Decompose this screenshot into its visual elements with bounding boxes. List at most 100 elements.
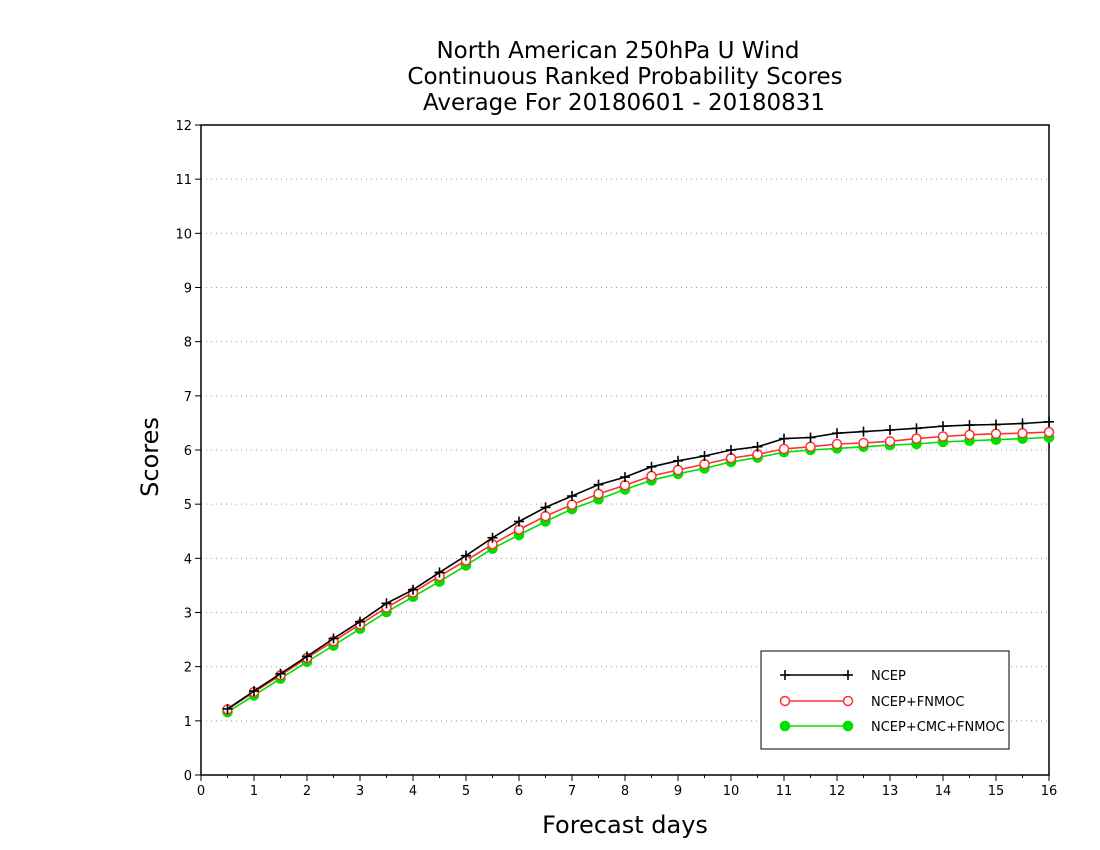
x-tick-label-8: 8 — [621, 784, 629, 799]
series-1-point-21 — [778, 443, 790, 455]
series-1-point-30 — [1017, 427, 1028, 439]
x-tick-label-10: 10 — [723, 784, 740, 799]
series-0-point-31 — [1044, 416, 1054, 427]
x-tick-label-0: 0 — [197, 784, 205, 799]
x-tick-label-1: 1 — [250, 784, 258, 799]
y-tick-label-12: 12 — [175, 119, 192, 134]
series-0-point-20 — [752, 441, 763, 452]
series-0-point-24 — [858, 426, 869, 437]
series-0-point-16 — [646, 461, 657, 472]
series-0-point-17 — [673, 455, 683, 466]
y-axis-label: Scores — [136, 417, 164, 497]
legend-label-1: NCEP+FNMOC — [871, 695, 964, 710]
series-0-point-22 — [805, 432, 816, 443]
series-0-point-10 — [487, 532, 498, 543]
series-0-point-7 — [408, 584, 418, 595]
x-tick-label-9: 9 — [674, 784, 682, 799]
series-1-point-22 — [805, 441, 816, 452]
y-tick-label-1: 1 — [184, 715, 192, 730]
series-1-point-16 — [646, 470, 657, 482]
x-tick-label-14: 14 — [935, 784, 952, 799]
legend-marker-right-1 — [842, 695, 854, 707]
x-tick-label-12: 12 — [829, 784, 846, 799]
x-tick-label-7: 7 — [568, 784, 576, 799]
series-0-point-18 — [699, 450, 710, 461]
series-0-point-28 — [964, 420, 975, 431]
series-0-point-19 — [726, 445, 736, 455]
legend-marker-right-2 — [842, 720, 854, 732]
series-1-point-27 — [937, 431, 949, 442]
x-tick-label-2: 2 — [303, 784, 311, 799]
series-1-point-28 — [964, 429, 975, 441]
series-0-point-29 — [991, 419, 1001, 430]
y-tick-label-4: 4 — [184, 552, 192, 567]
series-0-point-5 — [355, 616, 365, 627]
y-tick-label-6: 6 — [184, 444, 192, 459]
series-1-point-31 — [1043, 426, 1055, 438]
series-0-point-12 — [540, 502, 551, 513]
legend-label-2: NCEP+CMC+FNMOC — [871, 720, 1005, 735]
series-0-point-9 — [461, 550, 471, 561]
chart-title-line-3: Average For 20180601 - 20180831 — [423, 90, 825, 116]
series-layer — [222, 416, 1055, 718]
y-tick-label-7: 7 — [184, 390, 192, 405]
series-0-point-1 — [249, 686, 259, 697]
series-0-point-27 — [938, 421, 948, 432]
legend: NCEP NCEP+FNMOC NCEP+CMC+FNMOC — [760, 650, 1010, 750]
legend-entry-1: NCEP+FNMOC — [779, 695, 964, 710]
series-1-point-12 — [540, 510, 551, 522]
series-ncep — [222, 416, 1054, 714]
series-0-point-15 — [620, 472, 630, 483]
y-tick-label-10: 10 — [175, 227, 192, 242]
series-0-point-2 — [275, 668, 286, 679]
series-1-point-14 — [593, 488, 604, 500]
x-tick-label-5: 5 — [462, 784, 470, 799]
x-axis-label: Forecast days — [542, 811, 708, 839]
series-0-point-3 — [302, 651, 312, 662]
legend-marker-right-0 — [843, 670, 853, 680]
series-0-point-0 — [222, 703, 233, 714]
x-tick-label-13: 13 — [882, 784, 899, 799]
series-0-point-14 — [593, 479, 604, 490]
series-0-point-4 — [328, 633, 339, 644]
series-1-point-25 — [884, 436, 896, 447]
series-0-point-30 — [1017, 418, 1028, 429]
y-tick-label-9: 9 — [184, 282, 192, 297]
series-0-point-13 — [567, 491, 577, 502]
legend-label-0: NCEP — [871, 669, 906, 684]
series-0-point-21 — [779, 433, 789, 444]
series-1-point-17 — [672, 464, 684, 476]
x-tick-label-15: 15 — [988, 784, 1005, 799]
series-0-point-11 — [514, 516, 524, 527]
series-0-point-23 — [832, 428, 842, 439]
legend-marker-left-0 — [780, 670, 790, 680]
series-1-point-13 — [566, 499, 578, 510]
chart-title-line-1: North American 250hPa U Wind — [436, 38, 799, 64]
series-0-point-25 — [885, 424, 895, 435]
y-tick-label-3: 3 — [184, 607, 192, 622]
y-tick-label-8: 8 — [184, 336, 192, 351]
y-tick-label-5: 5 — [184, 498, 192, 513]
series-1-point-26 — [911, 433, 922, 444]
series-1-point-24 — [858, 437, 869, 449]
legend-marker-left-1 — [779, 695, 791, 707]
x-tick-label-11: 11 — [776, 784, 793, 799]
series-0-point-6 — [381, 598, 392, 609]
series-0-point-8 — [434, 567, 445, 578]
y-tick-label-0: 0 — [184, 769, 192, 784]
series-0-point-26 — [911, 423, 922, 434]
y-tick-label-2: 2 — [184, 661, 192, 676]
legend-marker-left-2 — [779, 720, 791, 732]
chart-title-line-2: Continuous Ranked Probability Scores — [407, 64, 842, 90]
legend-box — [760, 650, 1010, 750]
series-1-point-23 — [831, 438, 843, 450]
x-tick-label-6: 6 — [515, 784, 523, 799]
series-1-point-29 — [990, 428, 1002, 439]
legend-entry-2: NCEP+CMC+FNMOC — [779, 720, 1005, 735]
x-tick-label-4: 4 — [409, 784, 417, 799]
legend-entry-0: NCEP — [780, 669, 906, 684]
x-tick-label-16: 16 — [1041, 784, 1058, 799]
y-tick-label-11: 11 — [175, 173, 192, 188]
